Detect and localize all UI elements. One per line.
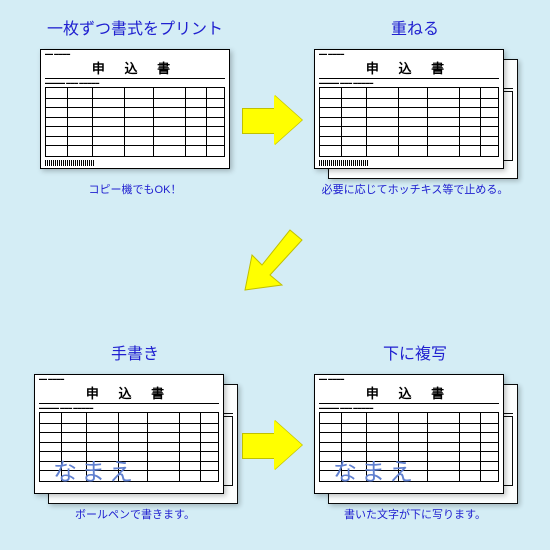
arrow-right-icon (242, 420, 302, 470)
step-print-title: 一枚ずつ書式をプリント (30, 15, 240, 39)
step-write: 手書き ▬▬ ▬▬▬▬ 申 込 書 ▬▬ ▬▬▬▬ 申 込 書 ▬▬▬▬▬ ▬▬… (30, 340, 240, 522)
step-print: 一枚ずつ書式をプリント ▬▬ ▬▬▬▬ 申 込 書 ▬▬▬▬▬ ▬▬▬ ▬▬▬▬… (30, 15, 240, 197)
step-stack-form-wrap: ▬▬ ▬▬▬▬ 申 込 書 ▬▬ ▬▬▬▬ 申 込 書 ▬▬▬▬▬ ▬▬▬ ▬▬… (310, 49, 520, 177)
handwriting-text: なまえ (53, 452, 137, 487)
step-copy-caption: 書いた文字が下に写ります。 (310, 506, 520, 522)
step-copy-form-wrap: ▬▬ ▬▬▬▬ 申 込 書 なまえ ▬▬ ▬▬▬▬ 申 込 書 ▬▬▬▬▬ ▬▬… (310, 374, 520, 502)
step-write-caption: ボールペンで書きます。 (30, 506, 240, 522)
step-print-caption: コピー機でもOK！ (30, 181, 240, 197)
step-print-form-wrap: ▬▬ ▬▬▬▬ 申 込 書 ▬▬▬▬▬ ▬▬▬ ▬▬▬▬▬ (30, 49, 240, 177)
form-sheet-front: ▬▬ ▬▬▬▬ 申 込 書 ▬▬▬▬▬ ▬▬▬ ▬▬▬▬▬ なまえ (314, 374, 504, 494)
step-copy: 下に複写 ▬▬ ▬▬▬▬ 申 込 書 なまえ ▬▬ ▬▬▬▬ 申 込 書 ▬▬▬… (310, 340, 520, 522)
step-copy-title: 下に複写 (310, 340, 520, 364)
form-grid (45, 87, 225, 157)
arrow-diagonal-icon (240, 225, 310, 295)
handwriting-text: なまえ (333, 452, 417, 487)
arrow-right-icon (242, 95, 302, 145)
step-write-title: 手書き (30, 340, 240, 364)
form-title: 申 込 書 (45, 58, 225, 79)
step-write-form-wrap: ▬▬ ▬▬▬▬ 申 込 書 ▬▬ ▬▬▬▬ 申 込 書 ▬▬▬▬▬ ▬▬▬ ▬▬… (30, 374, 240, 502)
barcode-icon (45, 160, 95, 166)
step-stack: 重ねる ▬▬ ▬▬▬▬ 申 込 書 ▬▬ ▬▬▬▬ 申 込 書 ▬▬▬▬▬ ▬▬… (310, 15, 520, 197)
step-stack-title: 重ねる (310, 15, 520, 39)
form-sheet-front: ▬▬ ▬▬▬▬ 申 込 書 ▬▬▬▬▬ ▬▬▬ ▬▬▬▬▬ なまえ (34, 374, 224, 494)
form-sheet-front: ▬▬ ▬▬▬▬ 申 込 書 ▬▬▬▬▬ ▬▬▬ ▬▬▬▬▬ (314, 49, 504, 169)
step-stack-caption: 必要に応じてホッチキス等で止める。 (310, 181, 520, 197)
form-sheet: ▬▬ ▬▬▬▬ 申 込 書 ▬▬▬▬▬ ▬▬▬ ▬▬▬▬▬ (40, 49, 230, 169)
barcode-icon (319, 160, 369, 166)
